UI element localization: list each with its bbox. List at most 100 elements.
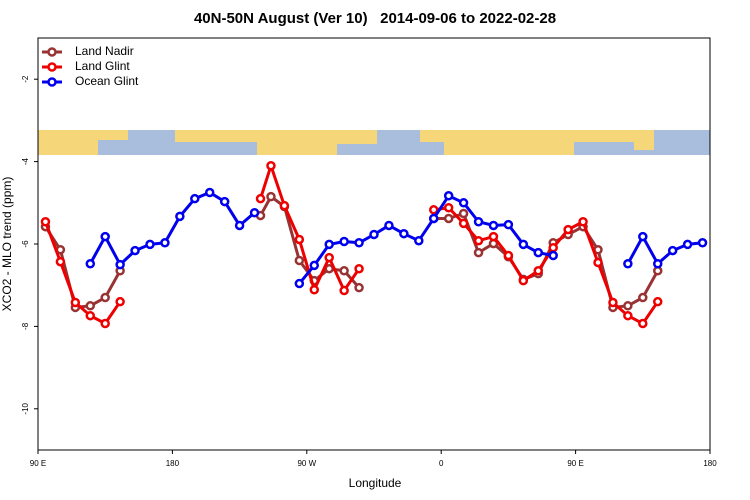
- point: [667, 245, 678, 256]
- point: [518, 239, 529, 250]
- point: [70, 297, 81, 308]
- point: [399, 228, 409, 239]
- point: [428, 213, 439, 224]
- point: [145, 239, 155, 250]
- point: [324, 239, 334, 250]
- point: [279, 200, 290, 211]
- point: [563, 224, 573, 235]
- y-tick-label: -2: [21, 75, 30, 83]
- legend-marker: [47, 47, 57, 57]
- point: [414, 235, 424, 246]
- point: [339, 285, 349, 296]
- point: [115, 296, 125, 307]
- point: [458, 208, 469, 219]
- point: [339, 236, 349, 247]
- point: [548, 250, 558, 261]
- point: [294, 255, 305, 266]
- point: [682, 239, 693, 250]
- point: [593, 257, 603, 268]
- point: [100, 318, 110, 329]
- point: [100, 231, 110, 242]
- point: [266, 191, 276, 202]
- point: [473, 235, 484, 246]
- legend-marker: [47, 77, 57, 87]
- point: [458, 198, 469, 208]
- point: [697, 238, 708, 248]
- point: [488, 231, 499, 242]
- legend-label: Land Nadir: [75, 44, 134, 58]
- legend-label: Land Glint: [75, 59, 130, 73]
- point: [488, 220, 499, 231]
- point: [652, 296, 663, 307]
- point: [443, 213, 454, 224]
- point: [309, 260, 320, 271]
- point: [623, 259, 633, 269]
- point: [503, 219, 514, 230]
- y-axis-label: XCO2 - MLO trend (ppm): [0, 177, 14, 312]
- point: [160, 238, 170, 248]
- legend-label: Ocean Glint: [75, 74, 139, 88]
- point: [234, 220, 245, 231]
- point: [85, 310, 96, 321]
- point: [40, 217, 51, 227]
- x-tick-label: 180: [703, 459, 717, 468]
- point: [533, 247, 544, 258]
- y-tick-label: -8: [21, 322, 30, 330]
- plot-frame: [37, 37, 711, 451]
- point: [623, 301, 633, 311]
- point: [309, 284, 320, 295]
- point: [428, 205, 439, 215]
- point: [324, 252, 334, 263]
- point: [100, 292, 110, 303]
- point: [219, 196, 230, 207]
- point: [503, 250, 514, 261]
- point: [294, 234, 305, 245]
- point: [652, 259, 663, 269]
- chart-title: 40N-50N August (Ver 10) 2014-09-06 to 20…: [194, 10, 556, 27]
- point: [354, 263, 364, 274]
- x-tick-label: 90 E: [30, 459, 46, 468]
- point: [608, 297, 618, 308]
- x-tick-label: 90 W: [297, 459, 316, 468]
- point: [190, 193, 200, 204]
- y-tick-label: -4: [21, 157, 30, 165]
- point: [458, 218, 469, 229]
- point: [473, 217, 484, 227]
- point: [339, 266, 349, 276]
- y-tick-label: -10: [21, 402, 30, 414]
- x-axis-label: Longitude: [349, 476, 402, 490]
- point: [638, 292, 648, 303]
- point: [518, 275, 529, 286]
- point: [115, 259, 125, 270]
- point: [255, 193, 266, 204]
- map-strip: [38, 130, 710, 155]
- y-tick-label: -6: [21, 240, 30, 248]
- point: [384, 220, 394, 231]
- point: [548, 242, 558, 253]
- point: [443, 202, 454, 213]
- point: [204, 187, 215, 198]
- point: [85, 259, 96, 269]
- point: [130, 245, 140, 256]
- point: [55, 256, 66, 267]
- x-tick-label: 180: [166, 459, 180, 468]
- point: [249, 207, 260, 218]
- series-line: [88, 191, 703, 285]
- point: [354, 282, 364, 293]
- x-tick-label: 90 E: [567, 459, 583, 468]
- point: [354, 238, 364, 248]
- point: [369, 229, 379, 240]
- point: [85, 301, 96, 311]
- point: [175, 211, 185, 222]
- point: [473, 247, 484, 258]
- x-tick-label: 0: [439, 459, 444, 468]
- point: [443, 191, 454, 201]
- series-line: [44, 164, 659, 326]
- point: [266, 160, 276, 171]
- point: [294, 278, 305, 289]
- point: [533, 266, 544, 276]
- point: [623, 310, 633, 321]
- point: [638, 231, 648, 242]
- point: [638, 318, 648, 329]
